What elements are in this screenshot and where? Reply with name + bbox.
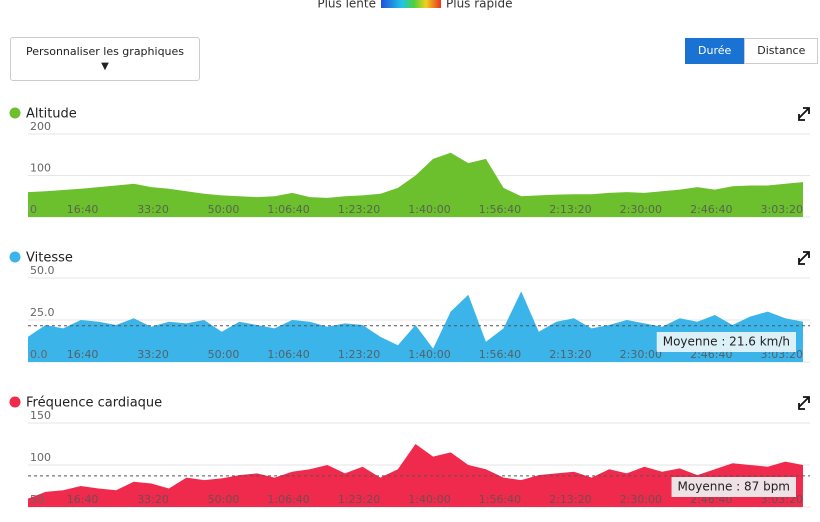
x-tick-label: 1:06:40 xyxy=(267,203,309,216)
legend-slow: Plus lente xyxy=(317,0,376,11)
y-tick-label: 0.0 xyxy=(30,348,48,361)
y-tick-label: 50 xyxy=(30,493,44,506)
dropdown-arrow: ▼ xyxy=(101,61,109,72)
y-tick-label: 50.0 xyxy=(30,264,55,277)
x-tick-label: 33:20 xyxy=(137,348,169,361)
toggle-option[interactable]: Durée xyxy=(685,38,745,64)
x-tick-label: 3:03:20 xyxy=(761,348,803,361)
area xyxy=(28,444,803,507)
customize-button[interactable]: Personnaliser les graphiques ▼ xyxy=(10,37,200,81)
customize-label: Personnaliser les graphiques xyxy=(25,45,185,58)
mean-badge-bg xyxy=(656,332,796,352)
x-tick-label: 3:03:20 xyxy=(761,203,803,216)
legend-fast: Plus rapide xyxy=(446,0,512,11)
chart-title: Vitesse xyxy=(26,251,73,266)
series-dot xyxy=(9,396,21,408)
x-tick-label: 2:46:40 xyxy=(690,203,732,216)
mean-badge-bg xyxy=(671,477,796,497)
mean-label: Moyenne : 87 bpm xyxy=(678,480,790,494)
mean-badge: Moyenne : 87 bpm xyxy=(671,477,796,497)
series-dot xyxy=(9,107,21,119)
x-tick-label: 2:30:00 xyxy=(620,348,662,361)
toggle-option[interactable]: Distance xyxy=(744,38,819,64)
mean-label: Moyenne : 21.6 km/h xyxy=(663,335,790,349)
x-tick-label: 1:06:40 xyxy=(267,493,309,506)
y-tick-label: 25.0 xyxy=(30,306,55,319)
x-tick-label: 50:00 xyxy=(208,493,240,506)
x-tick-label: 1:56:40 xyxy=(479,203,521,216)
mean-badge: Moyenne : 21.6 km/h xyxy=(656,332,796,352)
x-tick-label: 16:40 xyxy=(67,203,99,216)
x-tick-label: 1:56:40 xyxy=(479,348,521,361)
x-tick-label: 50:00 xyxy=(208,348,240,361)
area xyxy=(28,291,803,362)
x-tick-label: 50:00 xyxy=(208,203,240,216)
x-tick-label: 1:40:00 xyxy=(408,203,450,216)
x-tick-label: 16:40 xyxy=(67,348,99,361)
x-tick-label: 33:20 xyxy=(137,493,169,506)
x-tick-label: 2:46:40 xyxy=(690,348,732,361)
x-tick-label: 2:13:20 xyxy=(549,203,591,216)
x-tick-label: 2:46:40 xyxy=(690,493,732,506)
legend-gradient xyxy=(381,0,441,8)
series-dot xyxy=(9,251,21,263)
x-tick-label: 1:23:20 xyxy=(338,493,380,506)
x-tick-label: 2:30:00 xyxy=(620,493,662,506)
x-tick-label: 16:40 xyxy=(67,493,99,506)
expand-icon xyxy=(798,396,810,410)
speed-legend: Plus lente Plus rapide xyxy=(317,0,512,11)
chart-title: Altitude xyxy=(26,107,77,122)
axis-toggle: Durée Distance xyxy=(685,38,819,64)
expand-icon xyxy=(798,107,810,121)
x-tick-label: 33:20 xyxy=(137,203,169,216)
x-tick-label: 2:13:20 xyxy=(549,493,591,506)
y-tick-label: 100 xyxy=(30,451,51,464)
x-tick-label: 1:06:40 xyxy=(267,348,309,361)
x-tick-label: 1:23:20 xyxy=(338,348,380,361)
y-tick-label: 150 xyxy=(30,409,51,422)
y-tick-label: 200 xyxy=(30,120,51,133)
y-tick-label: 0 xyxy=(30,203,37,216)
x-tick-label: 1:40:00 xyxy=(408,348,450,361)
x-tick-label: 1:56:40 xyxy=(479,493,521,506)
area xyxy=(28,152,803,217)
expand-icon xyxy=(798,251,810,265)
x-tick-label: 2:30:00 xyxy=(620,203,662,216)
x-tick-label: 1:40:00 xyxy=(408,493,450,506)
x-tick-label: 3:03:20 xyxy=(761,493,803,506)
y-tick-label: 100 xyxy=(30,162,51,175)
x-tick-label: 2:13:20 xyxy=(549,348,591,361)
x-tick-label: 1:23:20 xyxy=(338,203,380,216)
chart-title: Fréquence cardiaque xyxy=(26,396,162,411)
